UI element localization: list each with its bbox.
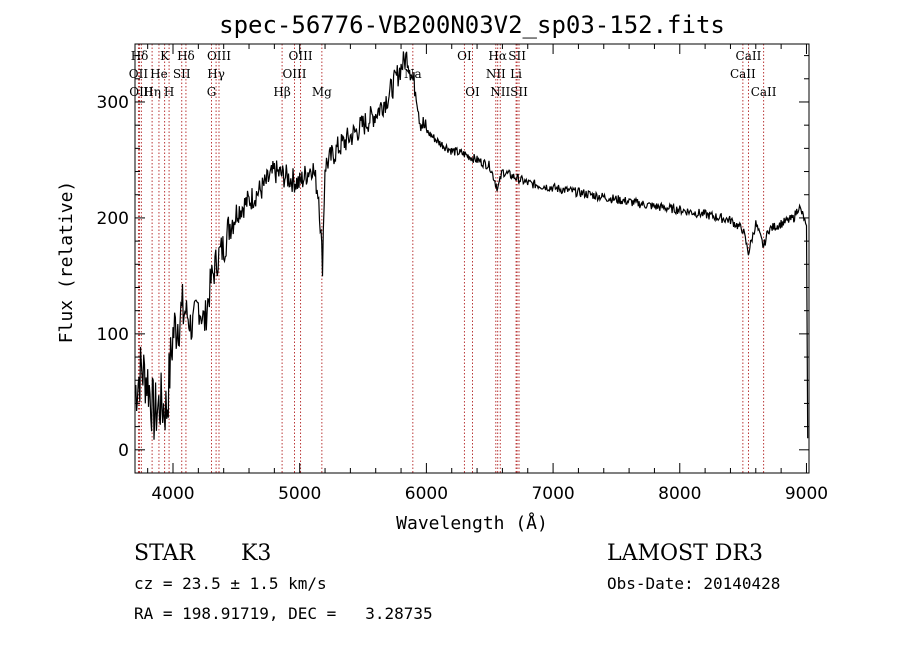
- spectral-line-label: NII: [486, 67, 506, 81]
- y-tick-label: 200: [97, 209, 129, 229]
- coordinates: RA = 198.91719, DEC = 3.28735: [134, 604, 433, 623]
- spectral-line-label: CaII: [751, 85, 777, 99]
- spectral-line-markers: [137, 44, 765, 473]
- spectral-line-label: OIII: [282, 67, 306, 81]
- y-tick-label: 0: [118, 441, 129, 461]
- spectral-line-label: Hβ: [273, 85, 290, 99]
- spectral-line-label: K: [160, 49, 170, 63]
- spectral-line-label: G: [207, 85, 217, 99]
- x-tick-label: 9000: [785, 484, 828, 504]
- spectral-line-label: Hα: [488, 49, 507, 63]
- observation-date: Obs-Date: 20140428: [607, 574, 780, 593]
- x-axis-label: Wavelength (Å): [396, 512, 548, 534]
- spectral-line-label: CaII: [730, 67, 756, 81]
- survey-name: LAMOST DR3: [607, 541, 763, 566]
- spectral-line-label: OI: [457, 49, 472, 63]
- spectral-line-label: OII: [129, 67, 149, 81]
- spectral-line-label: Hδ: [177, 49, 195, 63]
- chart-title: spec-56776-VB200N03V2_sp03-152.fits: [219, 11, 725, 39]
- y-tick-label: 300: [97, 93, 129, 113]
- spectral-line-label: OI: [465, 85, 480, 99]
- x-tick-label: 6000: [405, 484, 448, 504]
- object-subclass: K3: [241, 541, 271, 566]
- spectral-line-label: Hη: [143, 85, 161, 99]
- x-axis-ticks: 4000 5000 6000 7000 8000 9000: [147, 44, 828, 504]
- spectral-line-label: Hγ: [207, 67, 225, 81]
- y-tick-label: 100: [97, 325, 129, 345]
- x-tick-label: 7000: [531, 484, 574, 504]
- spectral-line-label: CaII: [736, 49, 762, 63]
- spectral-line-label: SII: [508, 49, 526, 63]
- spectrum-series-line: [134, 51, 809, 440]
- x-tick-label: 4000: [151, 484, 194, 504]
- spectral-line-label: OIII: [289, 49, 313, 63]
- object-class: STAR: [134, 541, 196, 566]
- x-tick-label: 5000: [278, 484, 321, 504]
- spectral-line-label: OIII: [207, 49, 231, 63]
- plot-frame: [134, 43, 810, 474]
- spectral-line-label: Mg: [312, 85, 332, 99]
- spectral-line-label: H: [164, 85, 174, 99]
- y-axis-label: Flux (relative): [56, 181, 77, 344]
- spectral-line-label: He: [150, 67, 168, 81]
- redshift-velocity: cz = 23.5 ± 1.5 km/s: [134, 574, 327, 593]
- spectral-line-label: SII: [173, 67, 191, 81]
- y-axis-ticks: 0 100 200 300: [97, 55, 809, 474]
- x-tick-label: 8000: [658, 484, 701, 504]
- spectral-line-label: SII: [510, 85, 528, 99]
- spectral-line-label: Li: [510, 67, 522, 81]
- spectral-line-label: NII: [490, 85, 510, 99]
